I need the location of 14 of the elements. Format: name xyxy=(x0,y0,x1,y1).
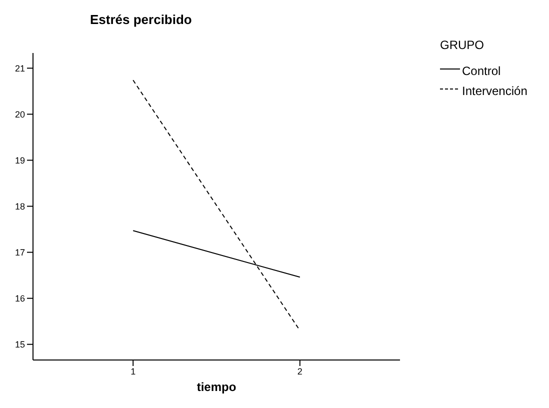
x-axis-title: tiempo xyxy=(196,380,236,394)
x-tick-label: 1 xyxy=(130,366,136,376)
x-tick-label: 2 xyxy=(297,366,302,376)
y-tick-label: 17 xyxy=(14,247,25,258)
y-tick-label: 19 xyxy=(14,155,25,166)
y-tick-label: 15 xyxy=(14,340,25,350)
legend-label: Intervención xyxy=(462,84,528,98)
y-tick-label: 20 xyxy=(14,109,25,120)
legend-label: Control xyxy=(462,64,501,78)
y-tick-label: 16 xyxy=(14,294,25,304)
legend-title: GRUPO xyxy=(440,38,486,52)
chart-title: Estrés percibido xyxy=(90,12,192,27)
y-tick-label: 21 xyxy=(14,63,25,74)
y-tick-label: 18 xyxy=(14,201,25,212)
